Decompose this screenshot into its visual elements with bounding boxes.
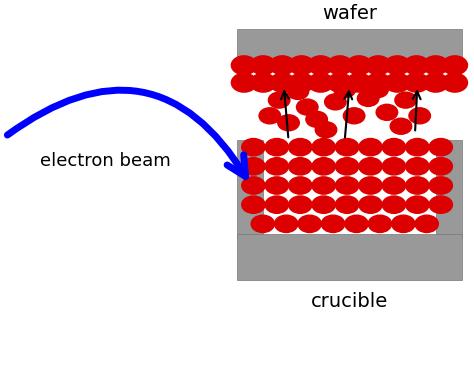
- Circle shape: [415, 215, 438, 232]
- Circle shape: [306, 111, 328, 127]
- Circle shape: [336, 177, 359, 194]
- Circle shape: [367, 82, 388, 98]
- Circle shape: [315, 122, 337, 138]
- Circle shape: [406, 138, 429, 156]
- Circle shape: [289, 138, 312, 156]
- Circle shape: [289, 177, 312, 194]
- Circle shape: [383, 196, 406, 213]
- Circle shape: [312, 177, 335, 194]
- Circle shape: [251, 73, 276, 92]
- Circle shape: [325, 94, 346, 110]
- Circle shape: [423, 73, 448, 92]
- Circle shape: [357, 90, 379, 107]
- Circle shape: [231, 56, 257, 75]
- Circle shape: [406, 177, 429, 194]
- Circle shape: [259, 108, 281, 124]
- Circle shape: [345, 215, 368, 232]
- Circle shape: [406, 196, 429, 213]
- Circle shape: [312, 196, 335, 213]
- Circle shape: [346, 56, 372, 75]
- Circle shape: [298, 215, 321, 232]
- Bar: [237, 234, 462, 280]
- Circle shape: [251, 215, 274, 232]
- Circle shape: [395, 92, 416, 108]
- Circle shape: [242, 177, 265, 194]
- Circle shape: [359, 196, 382, 213]
- Circle shape: [442, 73, 467, 92]
- Circle shape: [404, 73, 429, 92]
- Circle shape: [409, 108, 430, 124]
- Circle shape: [289, 56, 314, 75]
- Circle shape: [289, 73, 314, 92]
- Circle shape: [429, 138, 452, 156]
- Circle shape: [343, 108, 365, 124]
- Circle shape: [312, 158, 335, 175]
- Circle shape: [429, 196, 452, 213]
- Circle shape: [336, 158, 359, 175]
- Circle shape: [383, 177, 406, 194]
- Circle shape: [308, 56, 333, 75]
- Circle shape: [321, 215, 345, 232]
- Circle shape: [359, 138, 382, 156]
- Circle shape: [404, 56, 429, 75]
- Circle shape: [442, 56, 467, 75]
- Circle shape: [346, 73, 372, 92]
- Bar: [237, 140, 263, 238]
- Circle shape: [429, 158, 452, 175]
- Circle shape: [336, 196, 359, 213]
- Circle shape: [278, 115, 299, 131]
- Circle shape: [265, 196, 289, 213]
- Circle shape: [251, 56, 276, 75]
- Circle shape: [423, 56, 448, 75]
- Circle shape: [312, 138, 335, 156]
- Circle shape: [336, 138, 359, 156]
- Circle shape: [265, 177, 289, 194]
- Circle shape: [289, 158, 312, 175]
- Text: wafer: wafer: [322, 4, 377, 23]
- Circle shape: [327, 73, 353, 92]
- Circle shape: [297, 99, 318, 115]
- Circle shape: [231, 73, 257, 92]
- Circle shape: [268, 92, 290, 108]
- Circle shape: [270, 56, 295, 75]
- Circle shape: [242, 138, 265, 156]
- Text: crucible: crucible: [311, 292, 388, 311]
- Bar: [436, 140, 462, 238]
- Circle shape: [392, 215, 415, 232]
- FancyArrowPatch shape: [8, 90, 246, 176]
- Circle shape: [376, 104, 398, 120]
- Circle shape: [385, 73, 410, 92]
- Circle shape: [359, 158, 382, 175]
- Circle shape: [368, 215, 392, 232]
- Circle shape: [383, 158, 406, 175]
- Circle shape: [308, 73, 333, 92]
- Circle shape: [406, 158, 429, 175]
- Circle shape: [359, 177, 382, 194]
- Circle shape: [242, 196, 265, 213]
- Circle shape: [274, 215, 298, 232]
- Circle shape: [242, 158, 265, 175]
- Circle shape: [334, 82, 356, 98]
- Circle shape: [390, 118, 412, 134]
- Circle shape: [270, 73, 295, 92]
- Bar: [237, 29, 462, 57]
- Circle shape: [265, 158, 289, 175]
- Circle shape: [365, 73, 391, 92]
- Circle shape: [289, 196, 312, 213]
- Circle shape: [265, 138, 289, 156]
- Circle shape: [287, 83, 309, 100]
- Circle shape: [365, 56, 391, 75]
- Circle shape: [327, 56, 353, 75]
- Circle shape: [383, 138, 406, 156]
- Text: electron beam: electron beam: [40, 152, 171, 170]
- Circle shape: [385, 56, 410, 75]
- Circle shape: [429, 177, 452, 194]
